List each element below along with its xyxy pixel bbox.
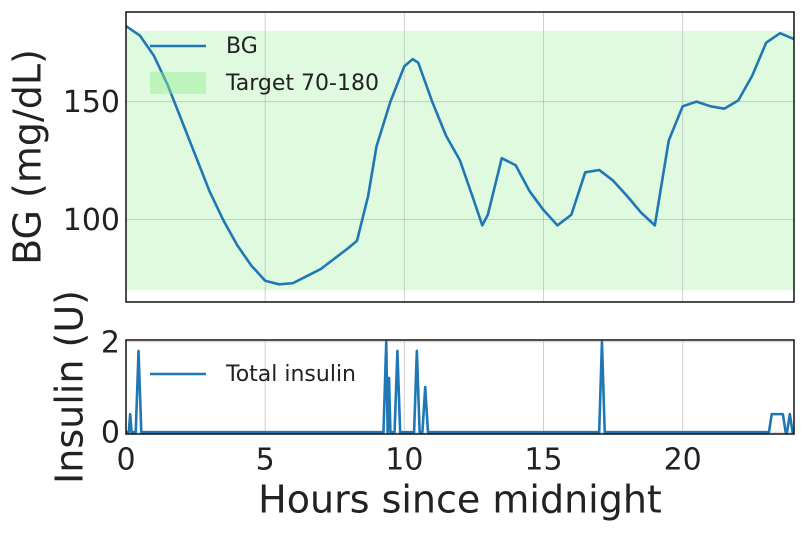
- x-tick-label: 10: [385, 443, 423, 478]
- x-axis-label: Hours since midnight: [258, 478, 662, 522]
- y-tick-label: 2: [101, 325, 120, 360]
- plot-area: [126, 340, 794, 434]
- axes-frame: [125, 11, 795, 303]
- data-line: [126, 25, 794, 286]
- y-tick-label: 0: [101, 416, 120, 451]
- legend-label: Target 70-180: [225, 71, 379, 96]
- plot-area: [126, 12, 794, 302]
- y-axis-label: Insulin (U): [48, 290, 92, 484]
- y-tick-label: 100: [63, 203, 120, 238]
- x-tick-label: 15: [524, 443, 562, 478]
- legend-label: BG: [226, 34, 258, 59]
- legend-label: Total insulin: [225, 362, 356, 387]
- axes-frame: [125, 339, 795, 435]
- data-line: [126, 340, 794, 434]
- legend-key: [150, 72, 206, 94]
- x-tick-label: 20: [664, 443, 702, 478]
- y-axis-label: BG (mg/dL): [6, 49, 50, 265]
- x-tick-label: 5: [256, 443, 275, 478]
- x-tick-label: 0: [116, 443, 135, 478]
- y-tick-label: 150: [63, 85, 120, 120]
